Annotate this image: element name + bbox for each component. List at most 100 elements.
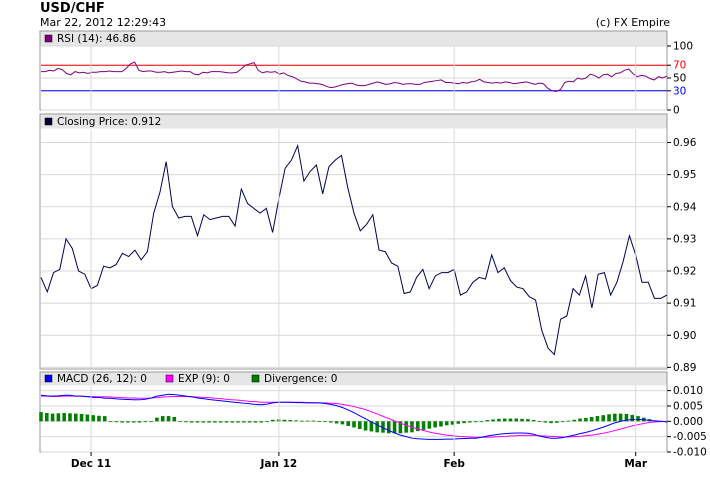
price-tick-label: 0.90 xyxy=(673,330,696,342)
divergence-bar xyxy=(450,421,455,425)
price-panel: Closing Price: 0.912 0.96 0.95 0.94 0.93 0.9… xyxy=(39,113,697,374)
divergence-bar xyxy=(415,421,420,432)
divergence-bar xyxy=(381,421,385,433)
macd-panel: MACD (26, 12): 0 EXP (9): 0 Divergence: … xyxy=(39,371,707,459)
exp-legend-label: EXP (9): 0 xyxy=(178,373,230,385)
chart-timestamp: Mar 22, 2012 12:29:43 xyxy=(40,16,167,29)
rsi-legend-label: RSI (14): 46.86 xyxy=(57,33,136,45)
divergence-bar xyxy=(288,420,293,422)
divergence-bar xyxy=(195,421,200,423)
x-tick-label: Dec 11 xyxy=(71,458,111,470)
macd-series-line xyxy=(40,393,668,440)
price-tick-label: 0.92 xyxy=(673,266,696,278)
rsi-tick-label: 0 xyxy=(673,105,680,117)
divergence-bar xyxy=(346,421,350,426)
divergence-bar xyxy=(74,413,78,422)
chart-symbol: USD/CHF xyxy=(40,1,105,16)
divergence-bar xyxy=(184,421,188,423)
macd-tick-label: 0.005 xyxy=(673,400,703,412)
divergence-bar xyxy=(392,421,397,434)
price-tick-label: 0.96 xyxy=(673,137,697,149)
price-tick-label: 0.95 xyxy=(673,169,696,181)
divergence-bar xyxy=(166,416,171,422)
divergence-bar xyxy=(601,415,606,422)
price-tick-label: 0.93 xyxy=(673,233,696,245)
chart-copyright: (c) FX Empire xyxy=(595,16,670,29)
divergence-bar xyxy=(468,421,472,423)
divergence-bar xyxy=(363,421,368,431)
divergence-bar xyxy=(566,420,571,422)
divergence-bar xyxy=(39,412,43,422)
divergence-bar xyxy=(387,421,391,434)
divergence-bar xyxy=(589,417,594,422)
divergence-bar xyxy=(508,418,513,422)
divergence-bar xyxy=(143,421,148,423)
divergence-bar xyxy=(497,418,501,422)
divergence-bar xyxy=(526,419,530,422)
divergence-bar xyxy=(607,414,611,422)
divergence-bar xyxy=(265,421,269,423)
divergence-bar xyxy=(456,421,461,424)
price-panel-frame xyxy=(39,113,668,370)
divergence-bar xyxy=(300,420,304,422)
divergence-bar xyxy=(369,421,374,432)
rsi-tick-label: 70 xyxy=(673,60,686,72)
macd-tick-label: 0.000 xyxy=(673,416,703,428)
divergence-bar xyxy=(79,413,84,422)
divergence-bar xyxy=(102,416,107,422)
divergence-bar xyxy=(149,421,153,423)
divergence-bar xyxy=(479,421,484,423)
divergence-bar xyxy=(520,418,524,422)
rsi-tick-label: 100 xyxy=(673,41,693,53)
divergence-bar xyxy=(155,417,159,422)
rsi-legend-bar xyxy=(40,31,667,46)
divergence-bar xyxy=(421,421,426,430)
divergence-bar xyxy=(305,420,310,422)
divergence-bar xyxy=(91,415,95,422)
macd-tick-label: 0.010 xyxy=(673,385,703,397)
macd-legend-label: MACD (26, 12): 0 xyxy=(57,373,147,385)
divergence-bar xyxy=(624,413,629,422)
divergence-bar xyxy=(236,421,240,423)
divergence-bar xyxy=(282,419,287,422)
divergence-bar xyxy=(427,421,432,429)
price-tick-label: 0.91 xyxy=(673,298,696,310)
divergence-bar xyxy=(502,418,507,422)
divergence-bar xyxy=(294,420,298,422)
divergence-bar xyxy=(120,421,124,423)
divergence-bar xyxy=(230,421,235,423)
divergence-bar xyxy=(253,421,258,423)
exp-series-line xyxy=(41,395,667,438)
price-legend-label: Closing Price: 0.912 xyxy=(57,116,161,128)
divergence-bar xyxy=(595,416,600,422)
divergence-bar xyxy=(68,413,72,422)
divergence-bar xyxy=(543,421,548,423)
macd-tick-label: -0.005 xyxy=(673,431,707,443)
price-tick-label: 0.89 xyxy=(673,362,696,374)
divergence-bar xyxy=(473,421,478,423)
divergence-bar xyxy=(247,421,252,423)
divergence-bar xyxy=(311,420,316,422)
divergence-bar xyxy=(491,419,495,422)
divergence-bar xyxy=(618,413,623,422)
divergence-bar xyxy=(189,421,194,423)
rsi-series-line xyxy=(41,61,668,92)
divergence-bar xyxy=(131,421,136,423)
price-series-line xyxy=(40,143,668,356)
divergence-bar xyxy=(317,421,321,422)
divergence-bar xyxy=(439,421,443,427)
divergence-bar xyxy=(172,417,177,422)
divergence-bar xyxy=(201,421,206,423)
divergence-bar xyxy=(56,413,61,422)
divergence-bar xyxy=(218,421,223,423)
divergence-bar xyxy=(555,421,559,423)
divergence-bar xyxy=(108,421,113,423)
macd-legend-bar xyxy=(40,372,667,386)
divergence-bar xyxy=(578,418,582,422)
divergence-bar xyxy=(271,419,275,422)
x-tick-label: Feb xyxy=(443,458,465,470)
divergence-bar xyxy=(398,421,403,434)
divergence-bar xyxy=(340,421,345,425)
